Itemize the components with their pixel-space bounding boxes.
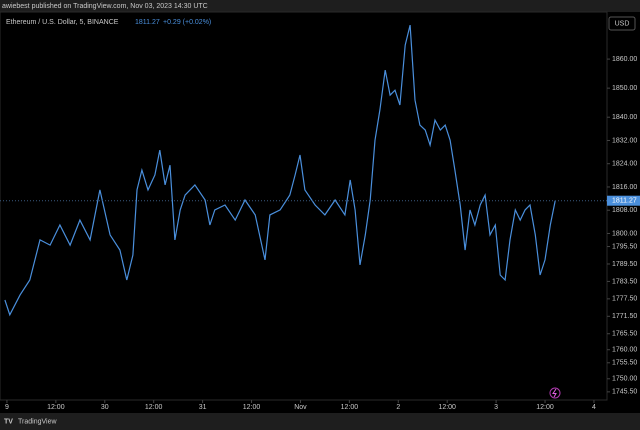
y-tick-label: 1824.00 xyxy=(612,161,637,168)
plot-area xyxy=(0,11,608,401)
footer-logo: TV xyxy=(4,418,13,425)
currency-box[interactable] xyxy=(608,16,636,31)
y-tick-label: 1840.00 xyxy=(612,114,637,121)
publisher: awiebest published on TradingView.com, N… xyxy=(2,3,208,10)
x-tick-label: 31 xyxy=(199,404,207,411)
currency: USD xyxy=(615,20,630,27)
last-price-header: 1811.27 xyxy=(135,19,160,26)
last-price-tag xyxy=(607,195,640,206)
alert-icon-bolt xyxy=(552,388,557,398)
chart-title: Ethereum / U.S. Dollar, 5, BINANCE xyxy=(6,19,119,26)
last-price-label: 1811.27 xyxy=(612,198,637,205)
y-tick-label: 1755.50 xyxy=(612,360,637,367)
price-line xyxy=(4,24,556,317)
x-tick-label: 12:00 xyxy=(243,404,261,411)
y-tick-label: 1795.50 xyxy=(612,243,637,250)
x-tick-label: 12:00 xyxy=(438,404,456,411)
alert-icon[interactable] xyxy=(549,387,561,399)
y-tick-label: 1750.00 xyxy=(612,376,637,383)
x-tick-label: 4 xyxy=(592,404,596,411)
x-tick-label: 2 xyxy=(396,404,400,411)
x-tick-label: 30 xyxy=(101,404,109,411)
change: +0.29 (+0.02%) xyxy=(163,19,211,26)
y-tick-label: 1860.00 xyxy=(612,56,637,63)
x-tick-label: 3 xyxy=(494,404,498,411)
footer-bar xyxy=(0,413,640,430)
y-tick-label: 1800.00 xyxy=(612,230,637,237)
x-tick-label: 12:00 xyxy=(47,404,65,411)
top-bar xyxy=(0,0,640,12)
y-tick-label: 1832.00 xyxy=(612,137,637,144)
x-tick-label: 9 xyxy=(5,404,9,411)
y-tick-label: 1808.00 xyxy=(612,207,637,214)
y-tick-label: 1789.50 xyxy=(612,261,637,268)
y-tick-label: 1760.00 xyxy=(612,347,637,354)
x-tick-label: 12:00 xyxy=(536,404,554,411)
y-tick-label: 1765.50 xyxy=(612,331,637,338)
y-tick-label: 1745.50 xyxy=(612,389,637,396)
y-tick-label: 1816.00 xyxy=(612,184,637,191)
y-tick-label: 1850.00 xyxy=(612,85,637,92)
y-tick-label: 1783.50 xyxy=(612,278,637,285)
x-tick-label: 12:00 xyxy=(145,404,163,411)
x-tick-label: 12:00 xyxy=(341,404,359,411)
y-tick-label: 1777.50 xyxy=(612,296,637,303)
x-tick-label: Nov xyxy=(294,404,307,411)
y-tick-label: 1771.50 xyxy=(612,313,637,320)
footer-brand: TradingView xyxy=(18,418,57,425)
